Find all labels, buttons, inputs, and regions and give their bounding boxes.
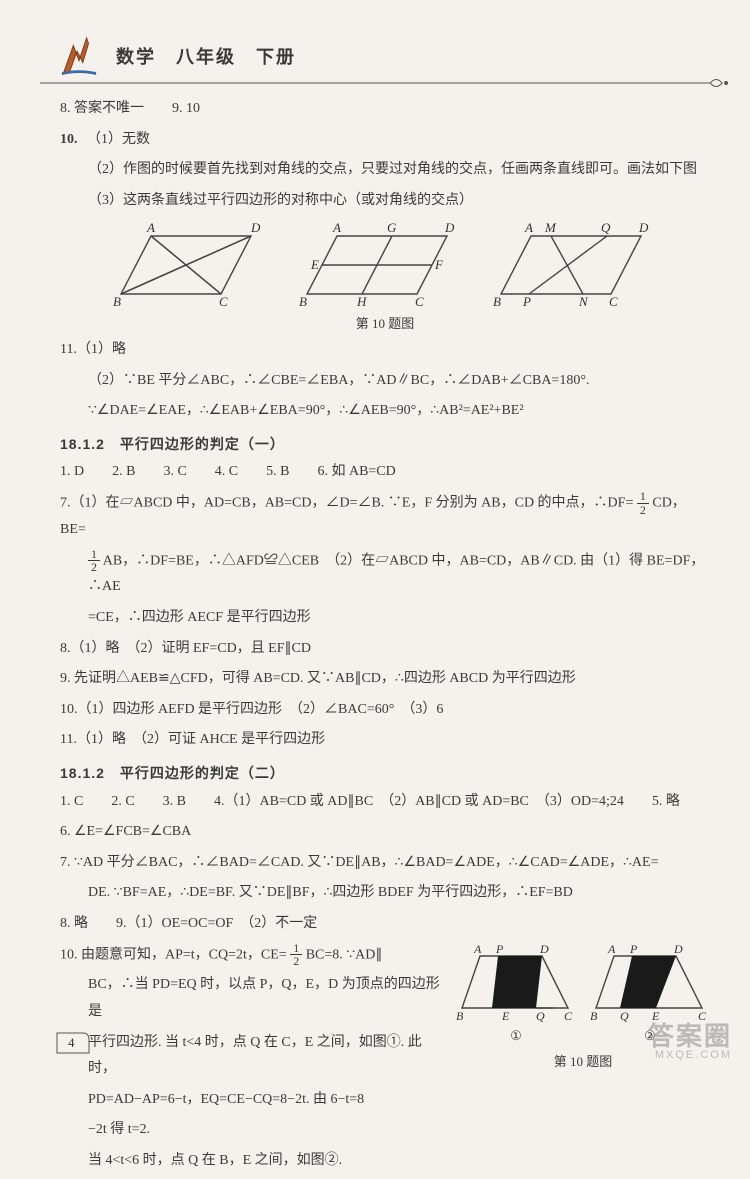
fig10-a: A D B C	[111, 220, 271, 310]
lblP: P	[522, 294, 531, 309]
a-row1: 1. D 2. B 3. C 4. C 5. B 6. 如 AB=CD	[60, 459, 710, 486]
b-8-9: 8. 略 9.（1）OE=OC=OF （2）不一定	[60, 911, 710, 938]
ans-10-3: （3）这两条直线过平行四边形的对称中心（或对角线的交点）	[60, 188, 710, 215]
lP: P	[495, 942, 504, 956]
watermark: 答案圈 MXQE.COM	[648, 1023, 732, 1062]
lA: A	[607, 942, 616, 956]
a-7-line2: 12 AB，∴DF=BE，∴△AFD≌△CEB （2）在▱ABCD 中，AB=C…	[60, 548, 710, 602]
section-18-1-2a: 18.1.2 平行四边形的判定（一）	[60, 431, 710, 458]
lblA: A	[146, 220, 155, 235]
lblB: B	[299, 294, 307, 309]
b-10-a-txt: 10. 由题意可知，AP=t，CQ=2t，CE=	[60, 947, 287, 962]
lblN: N	[578, 294, 589, 309]
page-header: 数学 八年级 下册	[60, 30, 710, 76]
ans-10-1: （1）无数	[87, 132, 150, 147]
fig-b10-1: A P D B E Q C	[456, 942, 576, 1024]
a-10: 10.（1）四边形 AEFD 是平行四边形 （2）∠BAC=60° （3）6	[60, 697, 710, 724]
lE: E	[501, 1009, 510, 1023]
b-10-e: PD=AD−AP=6−t，EQ=CE−CQ=8−2t. 由 6−t=8	[60, 1087, 444, 1114]
b-10-d: 平行四边形. 当 t<4 时，点 Q 在 C，E 之间，如图①. 此时，	[60, 1030, 444, 1083]
lblM: M	[544, 220, 557, 235]
b-10-f: −2t 得 t=2.	[60, 1117, 444, 1144]
watermark-large: 答案圈	[648, 1023, 732, 1050]
fig10-b: A G D E F B H C	[295, 220, 465, 310]
fig10-row: A D B C A G D E F B H C	[60, 220, 710, 310]
b-10-block: 10. 由题意可知，AP=t，CQ=2t，CE= 12 BC=8. ∵AD∥ B…	[60, 942, 710, 1179]
lblD: D	[638, 220, 649, 235]
a-7-2b: =CE，∴四边形 AECF 是平行四边形	[60, 605, 710, 632]
fig-b10-2: A P D B Q E C	[590, 942, 710, 1024]
lB: B	[590, 1009, 598, 1023]
lQ: Q	[536, 1009, 545, 1023]
page-title: 数学 八年级 下册	[116, 40, 296, 76]
lD: D	[673, 942, 683, 956]
a-11: 11.（1）略 （2）可证 AHCE 是平行四边形	[60, 727, 710, 754]
b10-cap1: ①	[456, 1024, 576, 1049]
lblB: B	[113, 294, 121, 309]
b-10-a: 10. 由题意可知，AP=t，CQ=2t，CE= 12 BC=8. ∵AD∥	[60, 942, 444, 969]
ans-11-2b: ∵∠DAE=∠EAE，∴∠EAB+∠EBA=90°，∴∠AEB=90°，∴AB²…	[60, 398, 710, 425]
lB: B	[456, 1009, 464, 1023]
frac-half: 12	[290, 942, 302, 968]
lblD: D	[250, 220, 261, 235]
lblC: C	[609, 294, 618, 309]
frac-half: 12	[637, 490, 649, 516]
lblB: B	[493, 294, 501, 309]
b-6: 6. ∠E=∠FCB=∠CBA	[60, 819, 710, 846]
lblH: H	[356, 294, 367, 309]
page-number-tab: 4	[56, 1032, 90, 1054]
ans-10: 10. （1）无数	[60, 127, 710, 154]
b-7a: 7. ∵AD 平分∠BAC，∴∠BAD=∠CAD. 又∵DE∥AB，∴∠BAD=…	[60, 850, 710, 877]
watermark-small: MXQE.COM	[648, 1050, 732, 1062]
lblA: A	[332, 220, 341, 235]
lblA: A	[524, 220, 533, 235]
b-10-b-txt: BC=8. ∵AD∥	[306, 947, 383, 962]
a-7-2a: AB，∴DF=BE，∴△AFD≌△CEB （2）在▱ABCD 中，AB=CD，A…	[88, 553, 704, 595]
section-18-1-2b: 18.1.2 平行四边形的判定（二）	[60, 760, 710, 787]
a-7-line1: 7.（1）在▱ABCD 中，AD=CB，AB=CD，∠D=∠B. ∵E，F 分别…	[60, 490, 710, 544]
a-7-1a: 7.（1）在▱ABCD 中，AD=CB，AB=CD，∠D=∠B. ∵E，F 分别…	[60, 495, 633, 510]
content: 8. 答案不唯一 9. 10 10. （1）无数 （2）作图的时候要首先找到对角…	[60, 96, 710, 1179]
a-8: 8.（1）略 （2）证明 EF=CD，且 EF∥CD	[60, 636, 710, 663]
b-10-c: BC，∴当 PD=EQ 时，以点 P，Q，E，D 为顶点的四边形是	[60, 972, 444, 1025]
fig10-c: A M Q D B P N C	[489, 220, 659, 310]
frac-half: 12	[88, 548, 100, 574]
lblQ: Q	[601, 220, 611, 235]
lblC: C	[415, 294, 424, 309]
ans-11: 11.（1）略	[60, 337, 710, 364]
ans-10-2: （2）作图的时候要首先找到对角线的交点，只要过对角线的交点，任画两条直线即可。画…	[60, 157, 710, 184]
b-10-g: 当 4<t<6 时，点 Q 在 B，E 之间，如图②.	[60, 1148, 444, 1175]
ans-8-9: 8. 答案不唯一 9. 10	[60, 96, 710, 123]
a-9: 9. 先证明△AEB≌△CFD，可得 AB=CD. 又∵AB∥CD，∴四边形 A…	[60, 666, 710, 693]
lblD: D	[444, 220, 455, 235]
ans-11-2a: （2）∵BE 平分∠ABC，∴∠CBE=∠EBA，∵AD∥BC，∴∠DAB+∠C…	[60, 368, 710, 395]
lblC: C	[219, 294, 228, 309]
lblG: G	[387, 220, 397, 235]
lQ: Q	[620, 1009, 629, 1023]
b-row1: 1. C 2. C 3. B 4.（1）AB=CD 或 AD∥BC （2）AB∥…	[60, 789, 710, 816]
q-number: 10.	[60, 132, 78, 147]
lblF: F	[434, 257, 444, 272]
book-logo-icon	[60, 34, 98, 76]
fig10-caption: 第 10 题图	[60, 312, 710, 337]
lP: P	[629, 942, 638, 956]
b-7b: DE. ∵BF=AE，∴DE=BF. 又∵DE∥BF，∴四边形 BDEF 为平行…	[60, 880, 710, 907]
lA: A	[473, 942, 482, 956]
lD: D	[539, 942, 549, 956]
page-number: 4	[68, 1035, 75, 1050]
lC: C	[564, 1009, 573, 1023]
lblE: E	[310, 257, 319, 272]
header-rule	[40, 72, 730, 82]
